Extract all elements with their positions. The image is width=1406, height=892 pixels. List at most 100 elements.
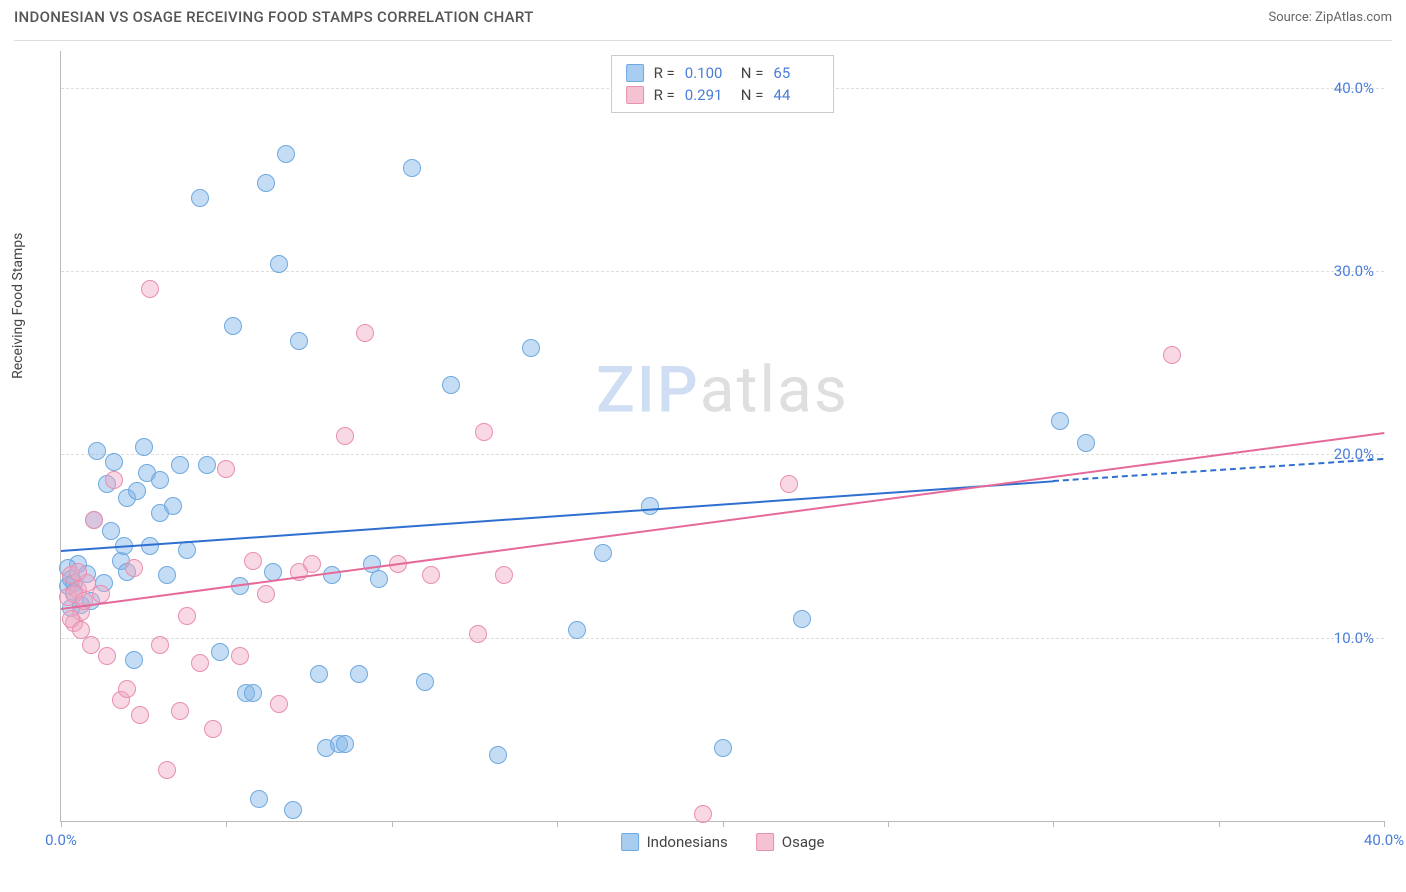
data-point xyxy=(178,607,196,625)
legend-r-label: R = xyxy=(654,64,675,82)
watermark-part1: ZIP xyxy=(596,352,700,427)
x-tick-label: 0.0% xyxy=(45,831,77,849)
data-point xyxy=(118,680,136,698)
data-point xyxy=(694,805,712,823)
legend-swatch xyxy=(756,833,774,851)
x-tick xyxy=(723,821,724,827)
data-point xyxy=(191,189,209,207)
x-tick xyxy=(392,821,393,827)
data-point xyxy=(231,647,249,665)
data-point xyxy=(164,497,182,515)
data-point xyxy=(105,471,123,489)
data-point xyxy=(151,471,169,489)
chart-area: Receiving Food Stamps ZIPatlas R =0.100N… xyxy=(14,40,1392,862)
gridline xyxy=(61,638,1384,639)
data-point xyxy=(475,423,493,441)
gridline xyxy=(61,454,1384,455)
data-point xyxy=(198,456,216,474)
series-legend: Indonesians Osage xyxy=(621,833,825,851)
chart-header: INDONESIAN VS OSAGE RECEIVING FOOD STAMP… xyxy=(0,0,1406,32)
data-point xyxy=(522,339,540,357)
data-point xyxy=(714,739,732,757)
legend-r-label: R = xyxy=(654,86,675,104)
data-point xyxy=(102,522,120,540)
data-point xyxy=(780,475,798,493)
data-point xyxy=(310,665,328,683)
x-tick xyxy=(888,821,889,827)
series-legend-item: Indonesians xyxy=(621,833,728,851)
data-point xyxy=(135,438,153,456)
data-point xyxy=(244,552,262,570)
data-point xyxy=(92,585,110,603)
data-point xyxy=(125,559,143,577)
data-point xyxy=(250,790,268,808)
legend-r-value: 0.100 xyxy=(685,64,731,82)
data-point xyxy=(641,497,659,515)
series-legend-label: Indonesians xyxy=(647,833,728,851)
watermark: ZIPatlas xyxy=(596,352,849,427)
data-point xyxy=(204,720,222,738)
data-point xyxy=(416,673,434,691)
data-point xyxy=(128,482,146,500)
data-point xyxy=(356,324,374,342)
chart-title: INDONESIAN VS OSAGE RECEIVING FOOD STAMP… xyxy=(14,8,534,26)
data-point xyxy=(224,317,242,335)
data-point xyxy=(336,427,354,445)
legend-n-value: 44 xyxy=(773,86,819,104)
data-point xyxy=(105,453,123,471)
data-point xyxy=(303,555,321,573)
correlation-legend: R =0.100N =65R =0.291N =44 xyxy=(611,55,835,113)
x-tick xyxy=(1053,821,1054,827)
data-point xyxy=(323,566,341,584)
data-point xyxy=(151,636,169,654)
data-point xyxy=(211,643,229,661)
legend-row: R =0.100N =65 xyxy=(626,62,820,84)
gridline xyxy=(61,271,1384,272)
data-point xyxy=(442,376,460,394)
data-point xyxy=(217,460,235,478)
data-point xyxy=(82,636,100,654)
data-point xyxy=(1077,434,1095,452)
y-tick-label: 30.0% xyxy=(1334,262,1374,280)
x-tick xyxy=(1384,821,1385,827)
data-point xyxy=(158,761,176,779)
legend-swatch xyxy=(626,64,644,82)
legend-row: R = 0.291 N = 44 xyxy=(626,84,820,106)
plot-region: ZIPatlas R =0.100N =65R =0.291N =44 Indo… xyxy=(60,51,1384,822)
data-point xyxy=(257,585,275,603)
data-point xyxy=(1163,346,1181,364)
chart-source: Source: ZipAtlas.com xyxy=(1268,10,1392,25)
data-point xyxy=(257,174,275,192)
data-point xyxy=(290,332,308,350)
legend-n-label: N = xyxy=(741,86,764,104)
data-point xyxy=(568,621,586,639)
x-tick xyxy=(1219,821,1220,827)
data-point xyxy=(171,702,189,720)
data-point xyxy=(131,706,149,724)
data-point xyxy=(98,647,116,665)
data-point xyxy=(489,746,507,764)
series-legend-item: Osage xyxy=(756,833,825,851)
data-point xyxy=(277,145,295,163)
legend-r-value: 0.291 xyxy=(685,86,731,104)
y-tick-label: 10.0% xyxy=(1334,629,1374,647)
x-tick xyxy=(226,821,227,827)
legend-swatch xyxy=(626,86,644,104)
data-point xyxy=(85,511,103,529)
data-point xyxy=(793,610,811,628)
data-point xyxy=(191,654,209,672)
legend-n-label: N = xyxy=(741,64,764,82)
data-point xyxy=(270,695,288,713)
data-point xyxy=(422,566,440,584)
y-axis-label: Receiving Food Stamps xyxy=(10,232,26,378)
data-point xyxy=(171,456,189,474)
data-point xyxy=(403,159,421,177)
series-legend-label: Osage xyxy=(782,833,825,851)
data-point xyxy=(336,735,354,753)
x-tick xyxy=(61,821,62,827)
data-point xyxy=(370,570,388,588)
data-point xyxy=(158,566,176,584)
data-point xyxy=(594,544,612,562)
data-point xyxy=(495,566,513,584)
data-point xyxy=(1051,412,1069,430)
